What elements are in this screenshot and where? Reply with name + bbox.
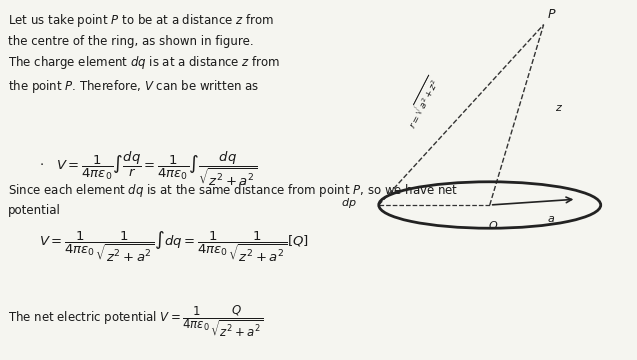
Text: $r = \sqrt{a^2 + z^2}$: $r = \sqrt{a^2 + z^2}$ bbox=[403, 73, 444, 131]
Text: $dp$: $dp$ bbox=[341, 196, 357, 210]
Text: Let us take point $P$ to be at a distance $z$ from
the centre of the ring, as sh: Let us take point $P$ to be at a distanc… bbox=[8, 12, 280, 95]
Text: The net electric potential $V = \dfrac{1}{4\pi\varepsilon_0}\dfrac{Q}{\sqrt{z^2+: The net electric potential $V = \dfrac{1… bbox=[8, 303, 263, 339]
Text: $V = \dfrac{1}{4\pi\varepsilon_0}\dfrac{1}{\sqrt{z^2+a^2}}\int dq = \dfrac{1}{4\: $V = \dfrac{1}{4\pi\varepsilon_0}\dfrac{… bbox=[39, 230, 310, 264]
Text: $z$: $z$ bbox=[555, 103, 563, 113]
Text: $O$: $O$ bbox=[488, 219, 498, 231]
Text: $a$: $a$ bbox=[547, 214, 555, 224]
Text: $P$: $P$ bbox=[547, 8, 556, 21]
Text: $\cdot \quad V = \dfrac{1}{4\pi\varepsilon_0}\int\dfrac{dq}{r} = \dfrac{1}{4\pi\: $\cdot \quad V = \dfrac{1}{4\pi\varepsil… bbox=[39, 150, 258, 188]
Text: Since each element $dq$ is at the same distance from point $P$, so we have net
p: Since each element $dq$ is at the same d… bbox=[8, 182, 458, 217]
